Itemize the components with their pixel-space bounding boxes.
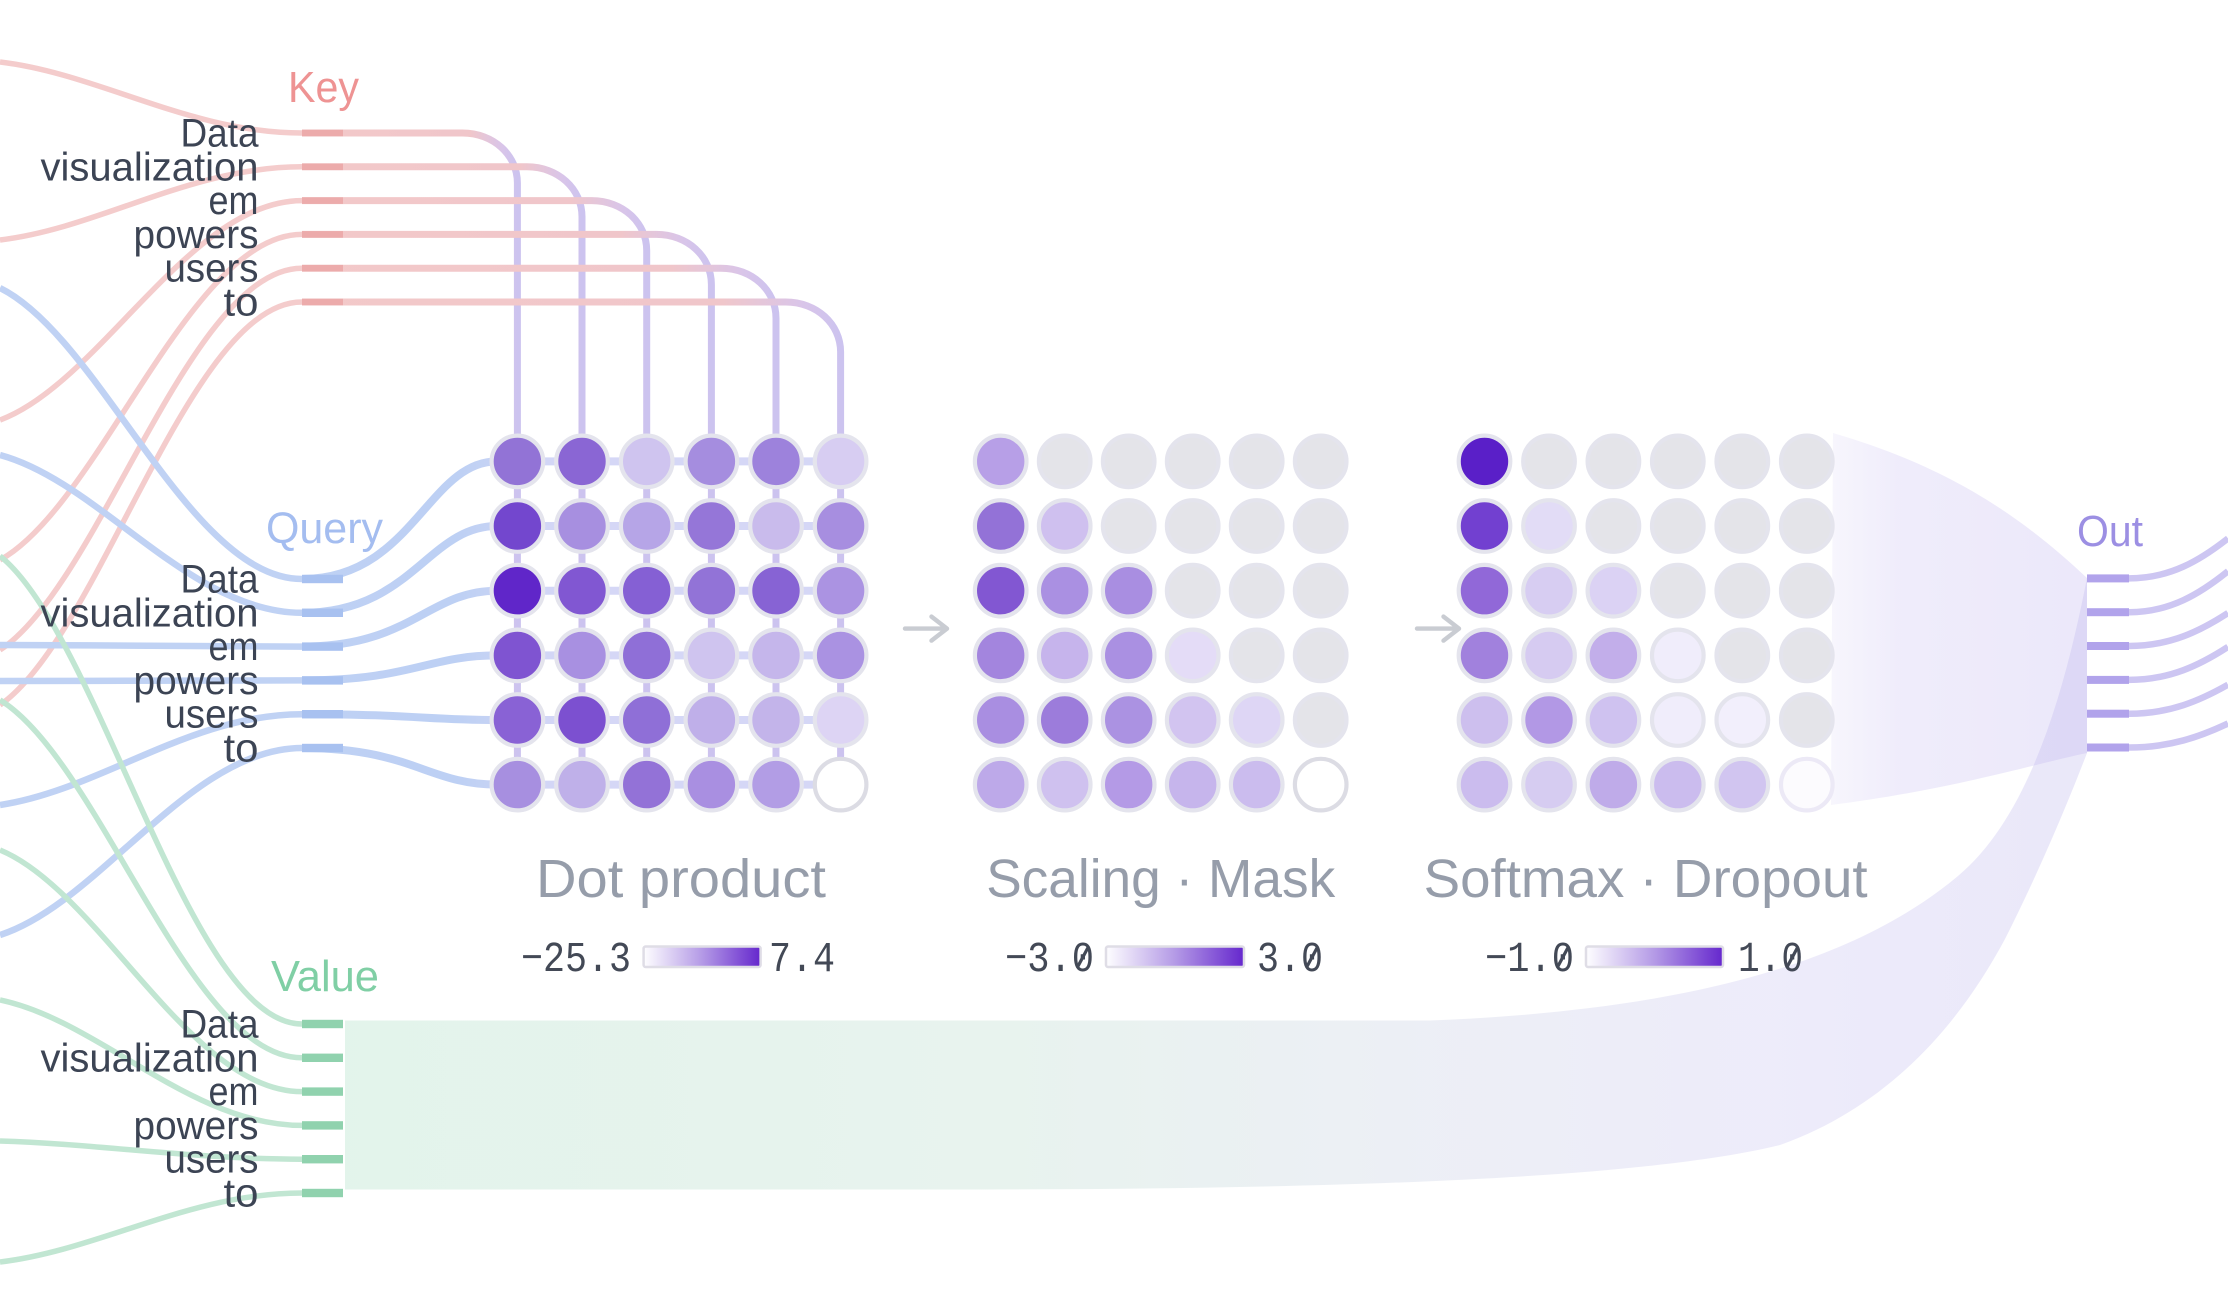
svg-text:Data: Data <box>181 1003 260 1047</box>
svg-text:powers: powers <box>134 213 259 257</box>
svg-text:Query: Query <box>266 504 383 553</box>
svg-text:visualization: visualization <box>41 1036 259 1080</box>
svg-text:Dot product: Dot product <box>536 849 826 909</box>
svg-text:em: em <box>209 1070 259 1114</box>
svg-text:em: em <box>209 179 259 223</box>
svg-text:7.4: 7.4 <box>769 935 835 984</box>
svg-text:3.0: 3.0 <box>1257 935 1323 984</box>
svg-text:powers: powers <box>134 659 259 703</box>
svg-text:Data: Data <box>181 112 260 156</box>
svg-text:users: users <box>165 1138 259 1182</box>
svg-text:Value: Value <box>271 952 379 1001</box>
svg-text:−1.0: −1.0 <box>1485 935 1574 984</box>
svg-text:−3.0: −3.0 <box>1005 935 1094 984</box>
svg-text:users: users <box>165 693 259 737</box>
svg-text:Scaling · Mask: Scaling · Mask <box>986 849 1336 909</box>
svg-text:users: users <box>165 247 259 291</box>
svg-text:Key: Key <box>288 63 359 112</box>
svg-text:powers: powers <box>134 1104 259 1148</box>
svg-text:to: to <box>224 727 259 771</box>
svg-text:1.0: 1.0 <box>1738 935 1803 984</box>
svg-text:visualization: visualization <box>41 591 259 635</box>
svg-text:Softmax · Dropout: Softmax · Dropout <box>1424 849 1868 909</box>
svg-text:to: to <box>224 1172 259 1216</box>
svg-text:visualization: visualization <box>41 145 259 189</box>
svg-text:Data: Data <box>181 558 260 602</box>
svg-text:em: em <box>209 625 259 669</box>
svg-text:Out: Out <box>2077 507 2143 556</box>
svg-text:to: to <box>224 281 259 325</box>
svg-text:−25.3: −25.3 <box>521 935 631 984</box>
